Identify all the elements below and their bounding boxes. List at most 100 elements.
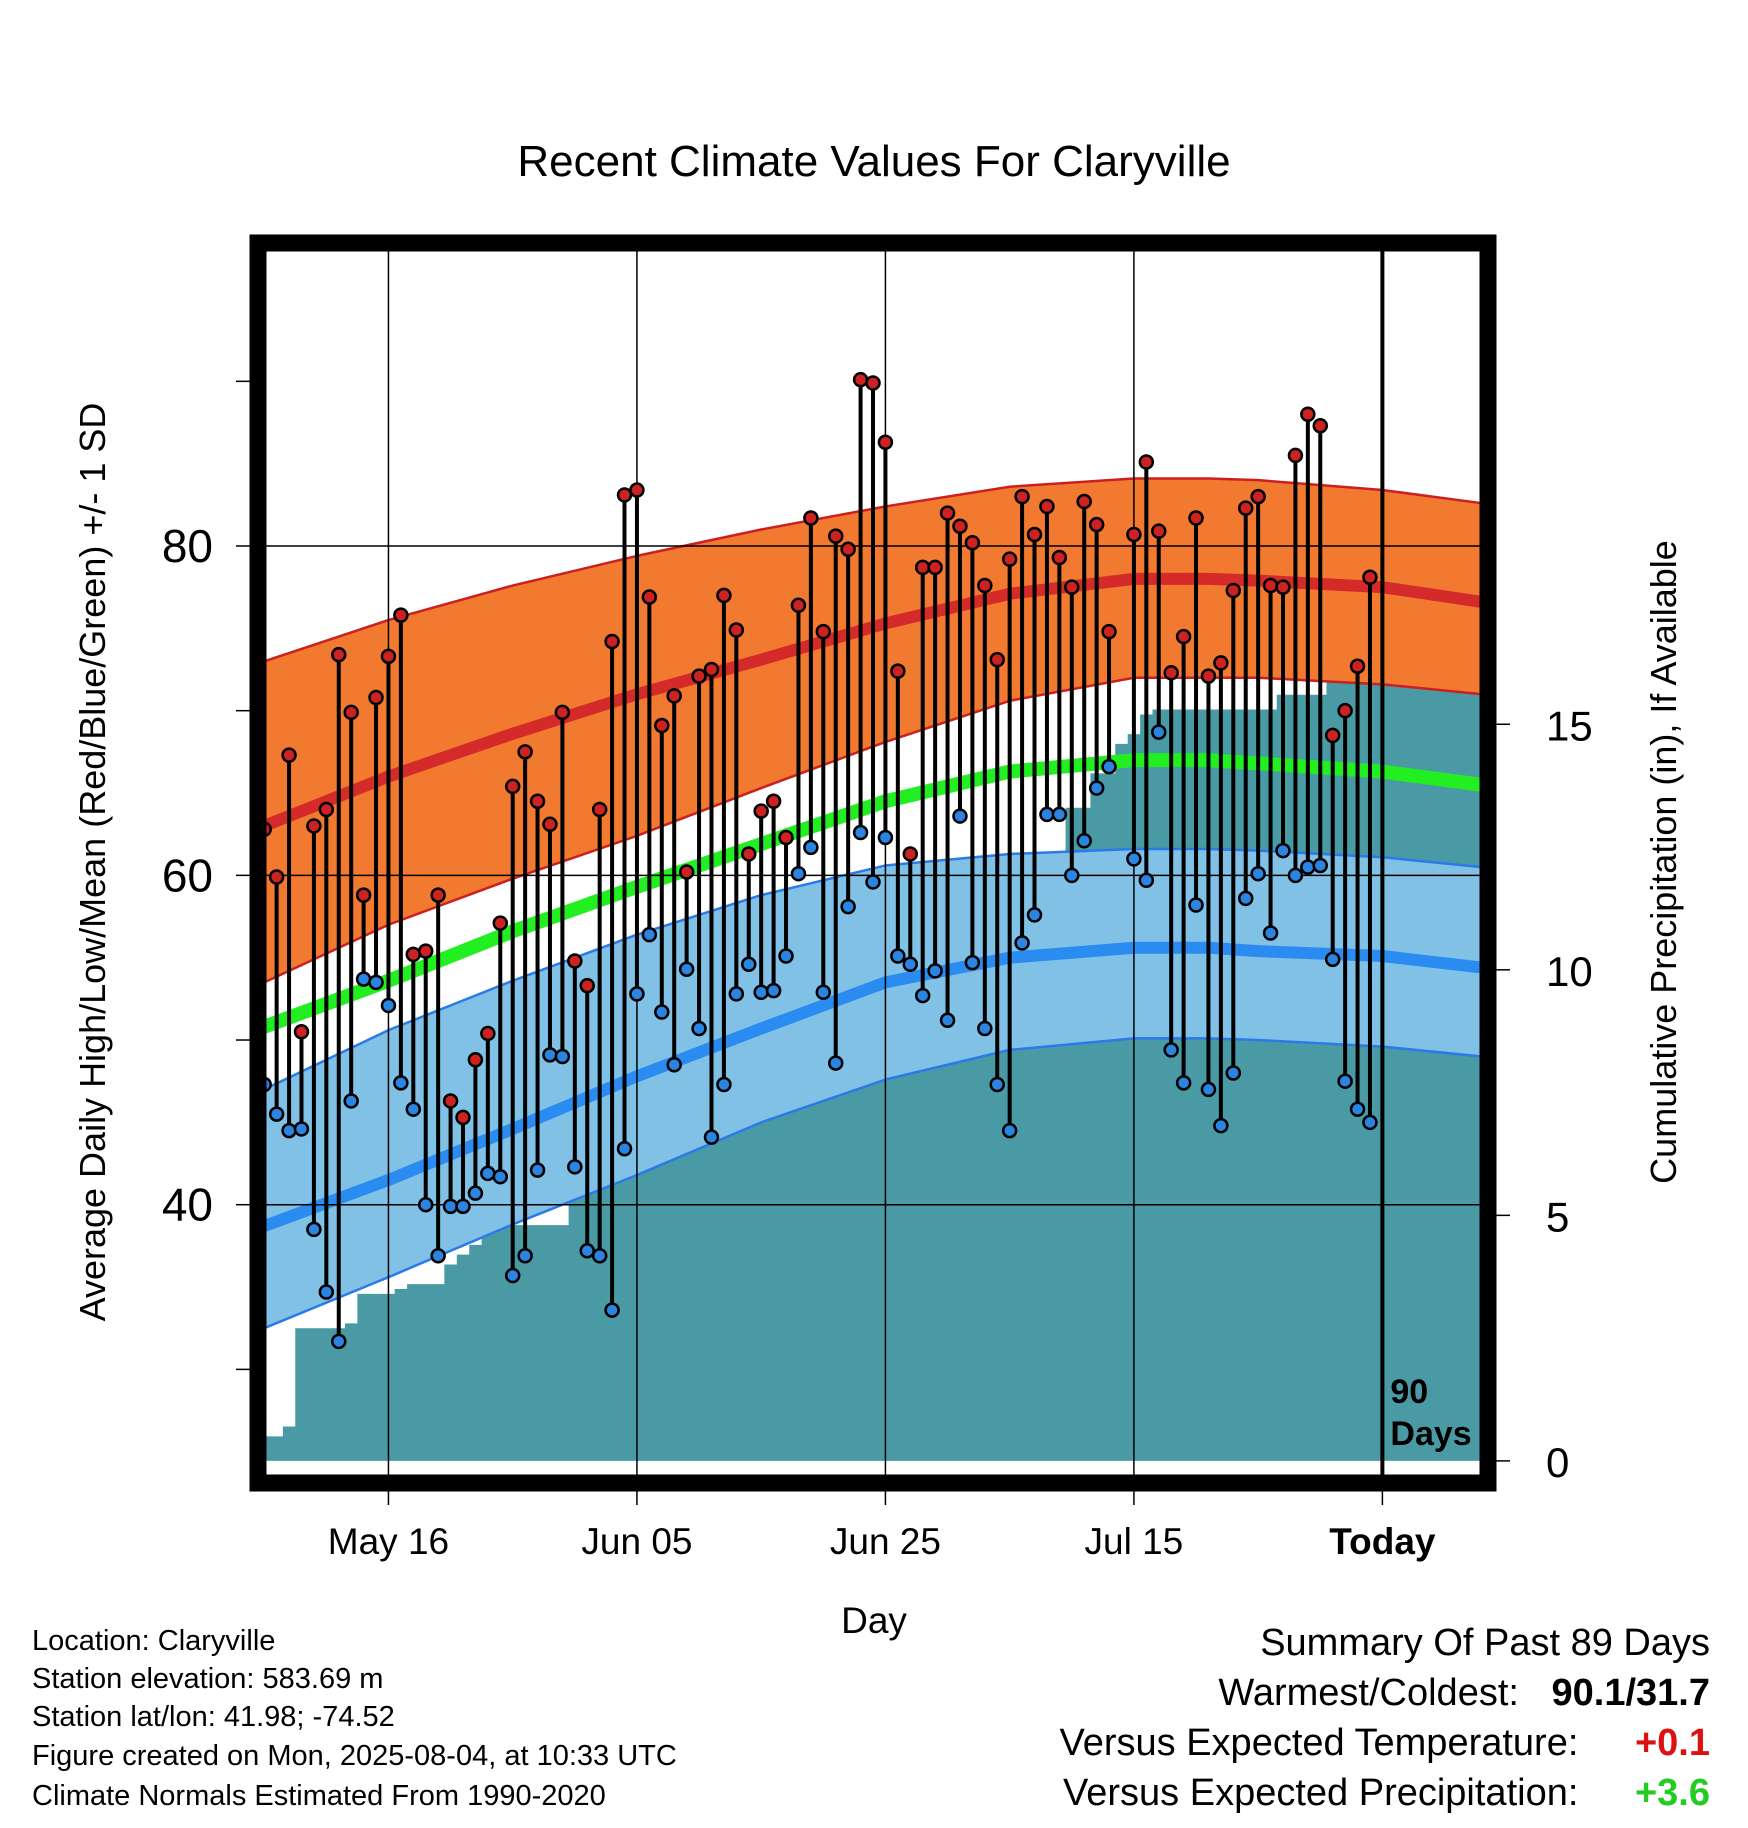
high-point <box>666 688 682 704</box>
low-point <box>914 987 931 1004</box>
high-point <box>417 943 434 959</box>
high-point <box>1126 526 1142 543</box>
low-point <box>268 1106 285 1122</box>
low-point <box>1026 907 1043 923</box>
high-point <box>654 717 670 734</box>
low-point <box>927 963 943 979</box>
high-point <box>480 1025 496 1042</box>
low-point <box>678 961 695 977</box>
low-point <box>1188 897 1204 913</box>
low-point <box>1362 1114 1378 1131</box>
low-point <box>654 1004 670 1020</box>
high-point <box>815 623 832 640</box>
low-point <box>1101 758 1117 775</box>
low-point <box>1001 1122 1018 1139</box>
high-point <box>1250 488 1266 505</box>
plot-frame <box>249 234 1497 1492</box>
low-point <box>703 1129 720 1145</box>
y-left-tick-label: 40 <box>162 1179 213 1231</box>
low-point <box>815 984 832 1001</box>
high-point <box>306 818 322 834</box>
high-point <box>1101 623 1117 640</box>
high-point <box>964 534 981 551</box>
low-point <box>827 1055 844 1071</box>
low-point <box>529 1162 546 1178</box>
low-point <box>1138 872 1155 889</box>
low-point <box>492 1168 509 1185</box>
high-point <box>355 887 372 903</box>
high-point <box>977 577 993 594</box>
summary-heading: Summary Of Past 89 Days <box>1260 1622 1710 1664</box>
y-axis-left-label: Average Daily High/Low/Mean (Red/Blue/Gr… <box>72 403 113 1322</box>
high-normal-band-upper-edge <box>263 477 1482 663</box>
precip-label: Versus Expected Precipitation: <box>1063 1772 1579 1814</box>
high-point <box>455 1109 471 1126</box>
low-point <box>1076 833 1092 849</box>
low-point <box>355 971 372 987</box>
low-point <box>405 1101 422 1117</box>
high-point <box>1312 418 1329 434</box>
warmest-coldest-label: Warmest/Coldest: <box>1218 1672 1519 1714</box>
high-point <box>554 704 571 721</box>
low-point <box>343 1093 359 1109</box>
high-point <box>1039 498 1055 515</box>
y-right-tick-label: 0 <box>1546 1439 1569 1486</box>
high-point <box>877 434 894 451</box>
low-point <box>1287 867 1304 884</box>
low-point <box>803 839 819 856</box>
chart-title: Recent Climate Values For Claryville <box>517 137 1230 186</box>
high-point <box>442 1093 459 1109</box>
high-point <box>1262 577 1279 594</box>
low-point <box>902 956 919 973</box>
high-point <box>542 816 558 833</box>
low-point <box>641 926 658 943</box>
high-point <box>741 846 757 862</box>
low-point <box>1088 780 1105 796</box>
low-point <box>666 1056 682 1073</box>
low-point <box>293 1121 310 1137</box>
high-point <box>1076 493 1092 510</box>
high-point <box>703 661 720 678</box>
high-point <box>380 648 397 665</box>
y-right-tick-label: 5 <box>1546 1193 1569 1240</box>
low-point <box>591 1247 608 1264</box>
high-point <box>1275 579 1291 595</box>
high-point <box>567 953 583 969</box>
high-point <box>1324 727 1341 744</box>
high-point <box>1337 702 1353 719</box>
x-tick-label: Jun 05 <box>581 1521 692 1562</box>
high-point <box>989 651 1005 668</box>
today-marker-line: 90 <box>1390 1373 1428 1411</box>
low-point <box>1064 867 1080 884</box>
high-point <box>865 375 881 391</box>
low-point <box>616 1140 633 1157</box>
high-point <box>902 846 919 862</box>
low-point <box>1126 851 1142 867</box>
high-point <box>691 668 707 684</box>
high-point <box>1300 406 1316 423</box>
today-marker-label: 90 Days <box>1390 1373 1471 1453</box>
low-point <box>629 986 645 1002</box>
plot-area <box>258 243 1488 1483</box>
info-normals: Climate Normals Estimated From 1990-2020 <box>32 1780 606 1812</box>
low-point <box>1014 935 1030 951</box>
low-point <box>380 997 397 1014</box>
high-point <box>1151 523 1167 539</box>
x-tick-label: Jul 15 <box>1085 1521 1184 1562</box>
low-point <box>765 982 782 999</box>
temp-value: +0.1 <box>1634 1722 1710 1764</box>
low-point <box>989 1076 1005 1093</box>
high-point <box>803 510 819 526</box>
high-point <box>753 803 769 819</box>
high-point <box>331 646 347 663</box>
low-point <box>741 956 757 973</box>
low-point <box>604 1302 620 1318</box>
low-point <box>1163 1042 1179 1058</box>
high-point <box>1362 569 1378 586</box>
high-point <box>1237 500 1254 516</box>
info-created: Figure created on Mon, 2025-08-04, at 10… <box>32 1740 677 1772</box>
x-tick-label: Today <box>1329 1521 1436 1562</box>
low-point <box>1039 806 1055 823</box>
low-point <box>716 1076 732 1093</box>
high-point <box>616 487 633 503</box>
